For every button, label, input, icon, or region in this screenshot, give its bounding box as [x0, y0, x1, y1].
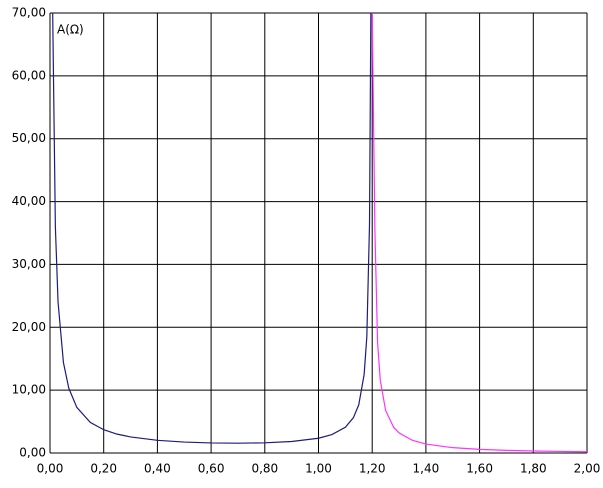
y-tick-label: 0,00 [19, 446, 46, 460]
series-line [52, 13, 372, 444]
x-tick-label: 1,00 [305, 462, 332, 476]
series-line [371, 13, 587, 453]
x-tick-label: 0,00 [37, 462, 64, 476]
x-tick-label: 0,20 [90, 462, 117, 476]
x-tick-label: 1,60 [466, 462, 493, 476]
x-tick-label: 1,20 [359, 462, 386, 476]
y-tick-label: 40,00 [12, 194, 46, 208]
y-tick-label: 20,00 [12, 320, 46, 334]
y-tick-label: 50,00 [12, 131, 46, 145]
y-tick-label: 10,00 [12, 383, 46, 397]
x-tick-label: 0,40 [144, 462, 171, 476]
y-tick-label: 60,00 [12, 68, 46, 82]
x-tick-label: 2,00 [574, 462, 601, 476]
x-tick-label: 0,80 [251, 462, 278, 476]
x-tick-label: 1,80 [520, 462, 547, 476]
y-tick-label: 70,00 [12, 6, 46, 20]
y-tick-label: 30,00 [12, 257, 46, 271]
x-tick-label: 1,40 [413, 462, 440, 476]
x-tick-label: 0,60 [198, 462, 225, 476]
y-axis-label: A(Ω) [57, 23, 84, 37]
